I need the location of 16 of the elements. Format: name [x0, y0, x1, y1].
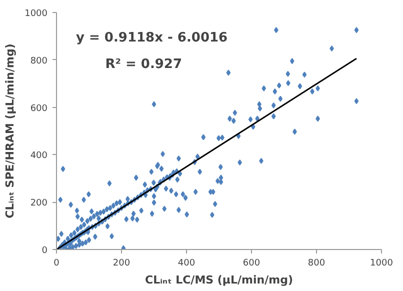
y-tick-label: 800	[30, 56, 48, 66]
x-tick-label: 1000	[370, 258, 394, 268]
x-tick-label: 600	[242, 258, 260, 268]
y-tick-label: 600	[30, 104, 48, 114]
x-tick-label: 0	[54, 258, 60, 268]
annotation: R² = 0.927	[105, 56, 182, 72]
y-tick-label: 400	[30, 151, 48, 162]
y-axis-title: CLᵢₙₜ SPE/HRAM (µL/min/mg)	[4, 44, 17, 218]
y-tick-label: 0	[42, 246, 48, 256]
x-tick-label: 200	[112, 258, 130, 268]
x-tick-label: 800	[308, 258, 326, 268]
y-tick-label: 200	[30, 198, 48, 209]
y-tick-label: 1000	[24, 9, 48, 19]
annotation: y = 0.9118x - 6.0016	[76, 30, 228, 46]
x-tick-label: 400	[178, 258, 196, 268]
x-axis-title: CLᵢₙₜ LC/MS (µL/min/mg)	[145, 274, 294, 286]
